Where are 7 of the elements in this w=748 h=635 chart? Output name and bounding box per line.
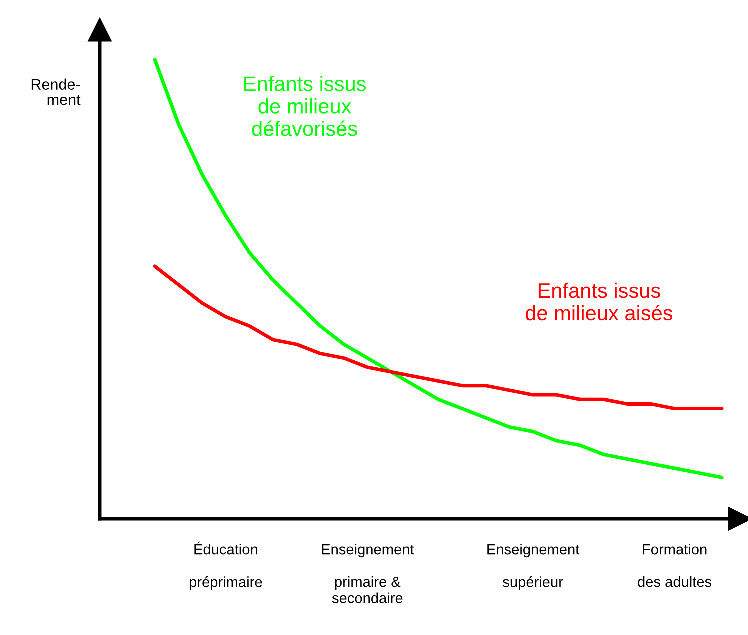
y-axis-title: Rende- ment	[32, 78, 81, 106]
category-label: Enseignement primaire & secondaire	[322, 544, 414, 604]
text: Enfants issus de milieux aisés	[526, 282, 673, 321]
category-label: Formation des adultes	[638, 544, 712, 588]
text: Enfants issus de milieux défavorisés	[244, 76, 366, 136]
category-label: Éducation préprimaire	[190, 542, 262, 590]
category-label: Enseignement supérieur	[488, 544, 580, 590]
